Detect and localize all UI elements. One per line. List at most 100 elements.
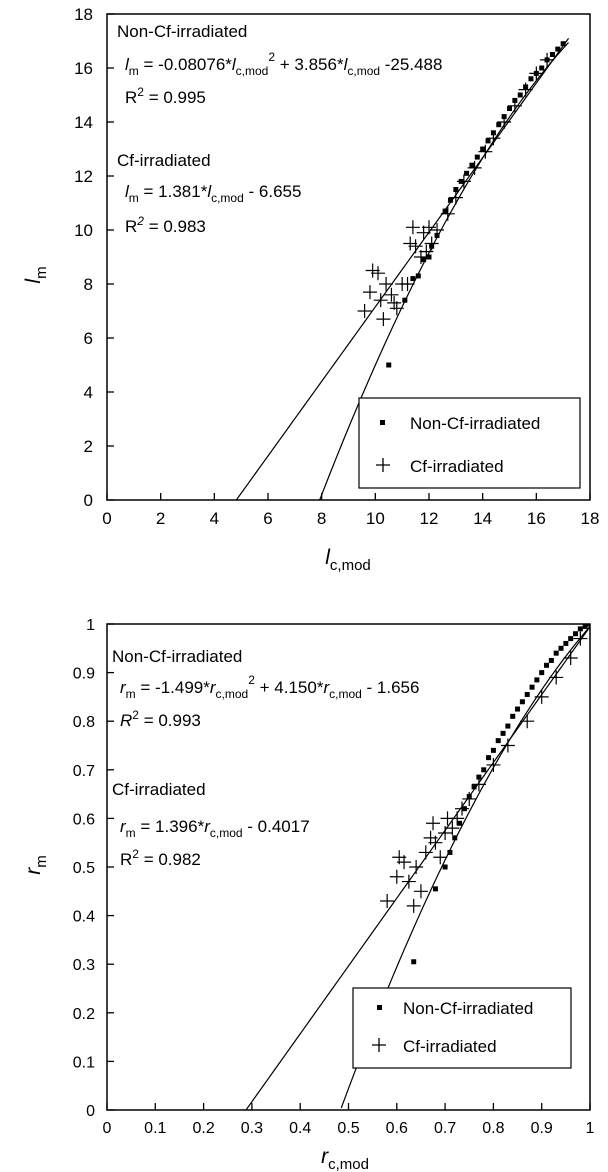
point-non-cf [411, 959, 417, 965]
legend-box [358, 397, 581, 489]
x-tick-label: 0.9 [531, 1120, 553, 1137]
point-cf [397, 855, 412, 870]
point-cf [403, 236, 418, 251]
y-tick-label: 18 [74, 5, 93, 24]
point-non-cf [573, 631, 579, 637]
point-cf [380, 894, 395, 909]
point-cf [478, 144, 493, 159]
point-cf [389, 301, 404, 316]
point-cf [413, 250, 428, 264]
y-axis-label: lm [22, 266, 50, 283]
point-non-cf [553, 650, 559, 656]
point-non-cf [548, 657, 554, 663]
point-cf [426, 816, 441, 831]
data-points [380, 624, 590, 965]
y-tick-label: 6 [84, 329, 93, 348]
y-tick-label: 4 [84, 383, 93, 402]
point-cf [486, 131, 501, 146]
point-cf [448, 190, 463, 205]
point-cf [430, 223, 445, 237]
point-cf [384, 287, 399, 302]
annotation-group1-equation: rm = -1.499*rc,mod2 + 4.150*rc,mod - 1.6… [120, 673, 419, 701]
x-tick-label: 0.8 [482, 1120, 504, 1137]
point-cf [518, 82, 533, 97]
y-tick-label: 2 [84, 437, 93, 456]
point-cf [467, 160, 482, 175]
x-tick-label: 6 [263, 509, 272, 528]
point-cf [433, 850, 448, 865]
fit-line [245, 625, 590, 1110]
point-cf [400, 277, 415, 291]
bottom-chart: 0 0.1 0.2 0.3 0.4 0.5 0.6 0.7 0.8 0.9 1 0 0.1 0.2 0.3 0… [22, 617, 595, 1172]
point-cf [563, 651, 578, 666]
point-non-cf [582, 624, 588, 629]
point-cf [405, 220, 420, 235]
annotation-group2-title: Cf-irradiated [117, 151, 211, 170]
y-tick-label: 14 [74, 113, 93, 132]
point-non-cf [495, 738, 501, 744]
point-cf [419, 244, 434, 259]
point-cf [507, 98, 522, 113]
point-non-cf [519, 699, 525, 705]
point-non-cf [452, 835, 458, 841]
y-tick-label: 0.4 [73, 909, 95, 926]
point-cf [371, 266, 386, 281]
y-tick-label: 0.8 [73, 714, 95, 731]
legend-label-non-cf: Non-Cf-irradiated [410, 414, 540, 433]
point-non-cf [539, 65, 545, 71]
x-tick-label: 2 [156, 509, 165, 528]
y-tick-label: 0.3 [73, 957, 95, 974]
point-non-cf [469, 162, 475, 168]
point-cf [409, 860, 424, 874]
point-non-cf [587, 624, 590, 627]
legend: Non-Cf-irradiated Cf-irradiated [352, 987, 572, 1069]
point-non-cf [485, 138, 491, 144]
annotation-group1-r2: R2 = 0.993 [120, 708, 201, 730]
point-cf [529, 66, 544, 81]
point-cf [445, 821, 460, 836]
point-cf [422, 220, 436, 235]
point-cf [456, 174, 471, 189]
top-chart: 0 2 4 6 8 10 12 14 16 18 0 2 4 6 8 10 12 14 16 18 lm lc,mod… [22, 5, 599, 574]
point-non-cf [442, 208, 448, 214]
point-non-cf [474, 154, 480, 160]
point-non-cf [528, 76, 534, 82]
x-axis-label: lc,mod [325, 546, 371, 574]
point-cf [450, 811, 465, 826]
point-non-cf [529, 684, 535, 690]
point-cf [573, 631, 588, 646]
point-non-cf [500, 730, 506, 736]
legend-label-non-cf: Non-Cf-irradiated [403, 999, 533, 1018]
y-tick-label: 0.5 [73, 860, 95, 877]
y-tick-label: 12 [74, 167, 93, 186]
point-non-cf [505, 723, 511, 729]
annotation-group2-r2: R2 = 0.983 [125, 214, 206, 236]
x-tick-label: 14 [473, 509, 492, 528]
point-non-cf [457, 820, 463, 826]
annotation-group2-equation: rm = 1.396*rc,mod - 0.4017 [120, 817, 310, 840]
point-non-cf [490, 747, 496, 753]
point-cf [486, 757, 501, 772]
point-non-cf [402, 297, 408, 303]
y-tick-label: 0.9 [73, 666, 95, 683]
point-non-cf [426, 254, 432, 260]
point-cf [401, 874, 416, 889]
point-cf [389, 869, 404, 884]
point-cf [534, 689, 549, 704]
point-non-cf [447, 197, 453, 203]
y-tick-label: 0 [86, 1103, 95, 1120]
point-cf [471, 777, 486, 792]
point-cf [408, 239, 423, 254]
point-cf [416, 225, 431, 240]
point-cf [438, 825, 453, 840]
x-tick-label: 0.7 [434, 1120, 456, 1137]
point-cf [462, 791, 477, 806]
point-non-cf [442, 864, 448, 870]
plot-frame [106, 13, 591, 501]
point-non-cf [471, 784, 477, 790]
point-cf [373, 293, 388, 308]
data-points [357, 41, 566, 368]
annotation-group1-r2: R2 = 0.995 [125, 85, 206, 107]
point-cf [365, 263, 380, 278]
